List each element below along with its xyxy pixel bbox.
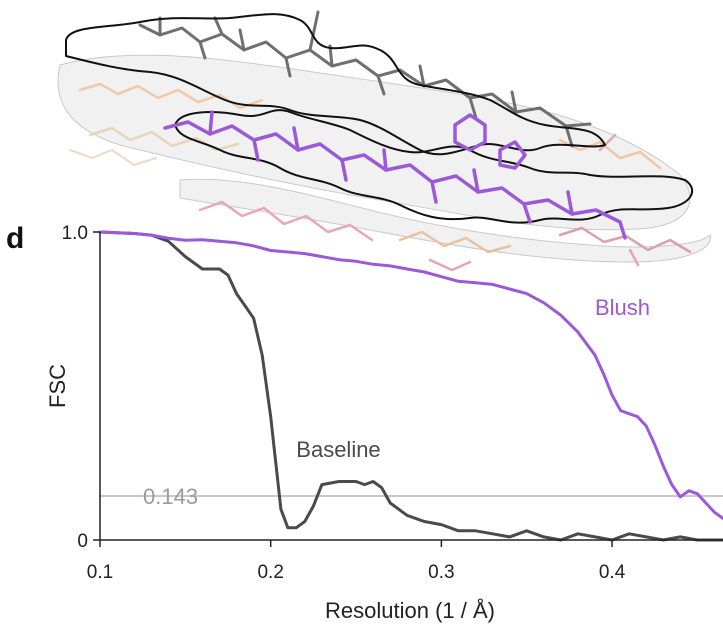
purple-chain: [163, 110, 627, 240]
y-axis-title: FSC: [45, 364, 70, 408]
x-axis-title: Resolution (1 / Å): [325, 598, 495, 623]
axes-group: [99, 232, 723, 541]
y-tick-label: 0: [77, 531, 88, 552]
outline-contour: [65, 13, 694, 224]
x-tick-label: 0.1: [87, 562, 113, 583]
blush-series-label: Blush: [595, 295, 650, 320]
threshold-line-group: 0.143: [100, 484, 723, 509]
x-tick-label: 0.2: [257, 562, 283, 583]
series-labels-group: Baseline Blush: [296, 295, 650, 462]
x-tick-label: 0.4: [599, 562, 626, 583]
protein-structure-illustration: [57, 10, 711, 272]
ticks-group: 0.1 0.2 0.3 0.4 0 1.0: [62, 223, 626, 583]
baseline-line: [98, 230, 723, 542]
background-chains: [69, 82, 692, 272]
x-tick-label: 0.3: [428, 562, 454, 583]
baseline-series-label: Baseline: [296, 437, 380, 462]
series-lines-group: [98, 230, 723, 542]
gray-chain: [138, 10, 592, 148]
plot-area: 0.143 0.1 0.2 0.3 0.4 0 1.0 Baseline Blush: [62, 223, 723, 583]
threshold-label: 0.143: [143, 484, 198, 509]
panel-letter: d: [6, 222, 24, 255]
blush-line: [98, 230, 723, 520]
y-tick-label: 1.0: [62, 223, 88, 244]
